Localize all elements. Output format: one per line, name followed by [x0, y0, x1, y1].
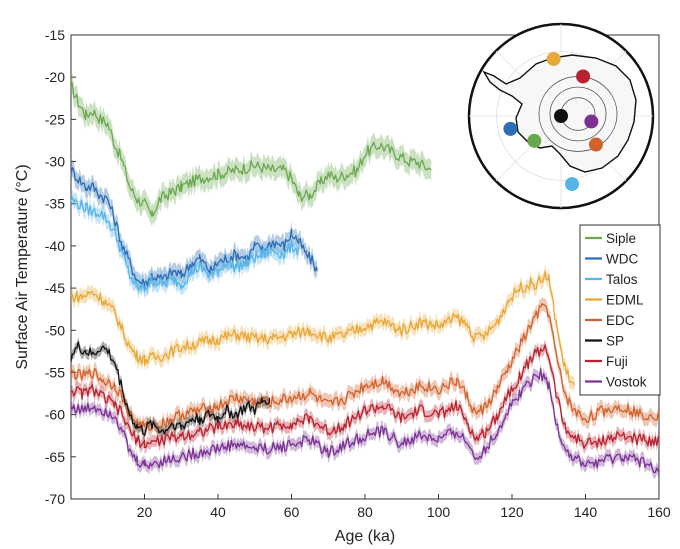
y-tick-label: -70: [45, 491, 65, 507]
legend: Siple WDC Talos EDML EDC SP Fuji Vostok: [579, 224, 661, 396]
x-tick-label: 20: [137, 504, 153, 520]
station-marker-fuji: [576, 69, 591, 84]
antarctica-inset-map: [467, 22, 655, 210]
y-tick-label: -30: [45, 154, 65, 170]
legend-label-edml: EDML: [606, 293, 644, 308]
station-marker-edc: [588, 137, 603, 152]
legend-label-talos: Talos: [606, 272, 638, 287]
x-tick-label: 160: [647, 504, 671, 520]
band-edc: [71, 297, 659, 438]
station-marker-talos: [565, 177, 580, 192]
x-tick-label: 140: [574, 504, 598, 520]
band-sp: [71, 336, 270, 441]
y-tick-label: -50: [45, 322, 65, 338]
y-tick-label: -25: [45, 111, 65, 127]
station-marker-wdc: [503, 121, 518, 136]
station-marker-sp: [554, 109, 568, 123]
legend-label-fuji: Fuji: [606, 354, 628, 369]
legend-label-sp: SP: [606, 334, 624, 349]
x-tick-label: 60: [284, 504, 300, 520]
y-tick-label: -20: [45, 69, 65, 85]
y-tick-label: -15: [45, 27, 65, 43]
x-tick-label: 80: [357, 504, 373, 520]
series-line-vostok: [70, 368, 660, 474]
y-axis-title: Surface Air Temperature (°C): [14, 164, 31, 369]
series-line-edml: [70, 270, 576, 386]
station-marker-edml: [546, 51, 561, 66]
series-line-wdc: [70, 167, 318, 290]
x-tick-label: 40: [210, 504, 226, 520]
legend-label-vostok: Vostok: [606, 375, 647, 390]
x-tick-label: 100: [427, 504, 451, 520]
station-marker-siple: [527, 133, 542, 148]
y-tick-label: -45: [45, 280, 65, 296]
legend-label-siple: Siple: [606, 231, 636, 246]
band-edml: [71, 264, 575, 392]
series-line-sp: [70, 341, 271, 436]
legend-label-wdc: WDC: [606, 252, 638, 267]
y-tick-label: -40: [45, 238, 65, 254]
y-tick-label: -65: [45, 449, 65, 465]
series-line-fuji: [70, 344, 660, 449]
legend-label-edc: EDC: [606, 313, 635, 328]
y-tick-label: -55: [45, 364, 65, 380]
y-tick-label: -60: [45, 407, 65, 423]
series-lines: [70, 80, 660, 474]
series-line-talos: [70, 196, 300, 292]
x-tick-label: 120: [500, 504, 524, 520]
y-tick-label: -35: [45, 196, 65, 212]
inset-elevation-contour: [549, 86, 607, 142]
series-line-siple: [70, 80, 432, 217]
legend-box: [579, 224, 661, 396]
station-marker-vostok: [584, 114, 599, 129]
axes: 20 40 60 80 100 120 140 160 -15 -20 -25 -30 -35 -40 -4…: [14, 27, 671, 545]
x-axis-title: Age (ka): [335, 528, 395, 545]
series-line-edc: [70, 303, 660, 432]
band-talos: [71, 189, 299, 299]
